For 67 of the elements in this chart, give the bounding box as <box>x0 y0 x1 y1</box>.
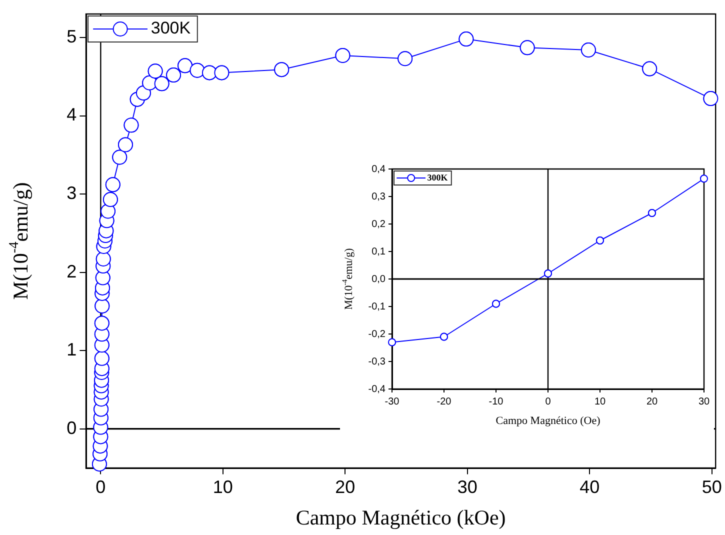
y-tick-label: -0,4 <box>368 384 386 395</box>
x-tick-label: 30 <box>698 396 710 408</box>
y-tick-label: 0 <box>66 418 77 438</box>
x-axis-title: Campo Magnético (Oe) <box>496 414 601 427</box>
point <box>398 51 413 66</box>
point <box>142 75 158 90</box>
point <box>94 298 110 314</box>
x-tick-label: 20 <box>646 396 658 408</box>
point <box>700 174 708 183</box>
point <box>154 76 170 92</box>
y-tick-label: -0,2 <box>368 328 386 340</box>
x-tick-label: 50 <box>702 477 722 498</box>
point <box>118 137 133 152</box>
point <box>440 332 448 341</box>
point <box>492 300 500 308</box>
legend-label: 300K <box>150 18 192 38</box>
y-tick-label: 0,1 <box>372 246 386 258</box>
point <box>112 150 128 165</box>
x-tick-label: -20 <box>436 396 452 408</box>
legend-label: 300K <box>427 172 448 182</box>
y-tick-label: 5 <box>66 26 77 46</box>
y-axis-title: M(10-4emu/g) <box>6 182 33 300</box>
point <box>124 118 139 133</box>
y-tick-label: 0,0 <box>372 274 386 285</box>
point <box>274 62 290 78</box>
point <box>105 177 120 192</box>
point <box>100 204 116 219</box>
point <box>214 65 230 80</box>
point <box>648 209 656 217</box>
point <box>96 252 111 267</box>
point <box>94 350 110 366</box>
y-tick-label: 2 <box>66 261 77 282</box>
x-tick-label: -30 <box>384 396 400 408</box>
x-tick-label: 40 <box>580 477 600 498</box>
point <box>166 68 182 83</box>
point <box>388 338 396 346</box>
point <box>544 270 552 278</box>
point <box>703 91 718 106</box>
point <box>580 42 596 58</box>
point <box>148 64 163 79</box>
x-axis-title: Campo Magnético (kOe) <box>296 506 506 530</box>
y-tick-label: 1 <box>66 340 77 360</box>
y-tick-label: 4 <box>66 104 77 125</box>
y-tick-label: -0,1 <box>368 301 386 312</box>
x-tick-label: -10 <box>488 396 504 408</box>
x-tick-label: 10 <box>594 396 606 408</box>
point <box>335 48 350 63</box>
point <box>178 58 193 74</box>
point <box>202 65 217 80</box>
point <box>520 40 535 56</box>
y-tick-label: 0,4 <box>372 164 386 175</box>
point <box>596 236 604 244</box>
point <box>458 32 474 47</box>
x-tick-label: 10 <box>212 477 233 498</box>
x-tick-label: 30 <box>457 477 478 498</box>
y-tick-label: 0,2 <box>372 218 386 230</box>
y-tick-label: 0,3 <box>372 191 386 202</box>
y-tick-label: 3 <box>66 183 77 204</box>
point <box>94 316 110 331</box>
y-tick-label: -0,3 <box>368 356 386 368</box>
point <box>190 62 205 78</box>
x-tick-label: 0 <box>545 396 552 408</box>
x-tick-label: 20 <box>335 477 356 498</box>
point <box>642 61 658 76</box>
point <box>102 192 118 208</box>
x-tick-label: 0 <box>96 477 106 498</box>
point <box>95 270 110 286</box>
